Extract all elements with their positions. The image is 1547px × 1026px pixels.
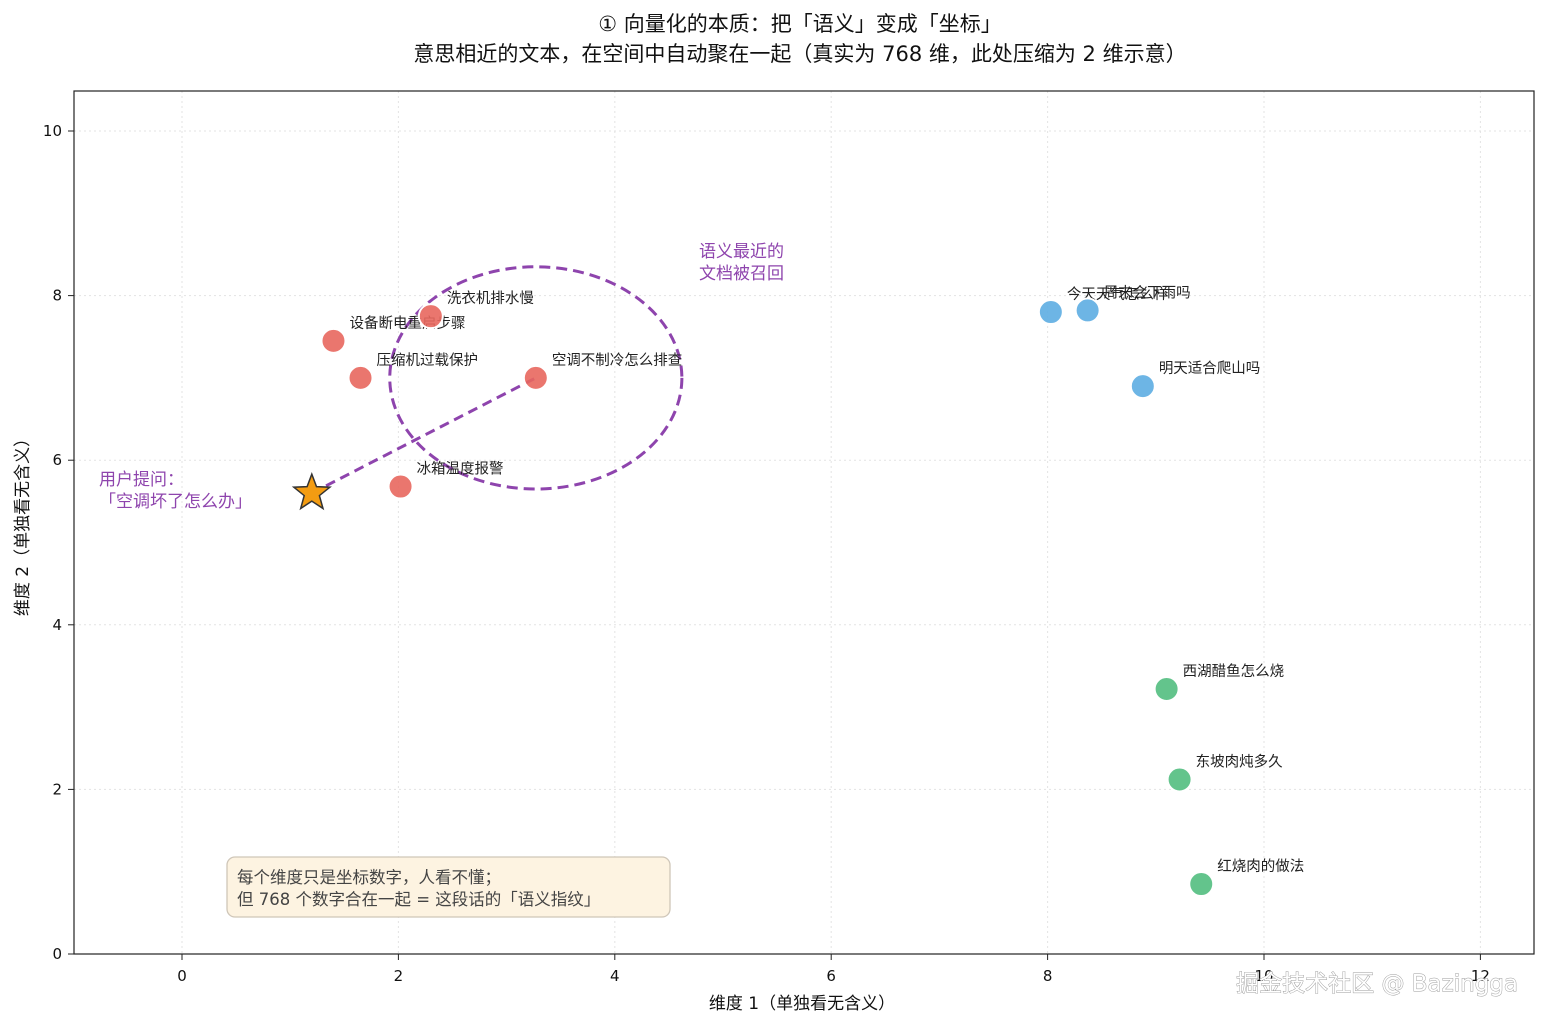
x-tick-label: 10 [1254, 967, 1273, 985]
note-line2: 但 768 个数字合在一起 = 这段话的「语义指纹」 [237, 890, 600, 909]
point-label: 明天适合爬山吗 [1159, 360, 1261, 377]
plot-frame [73, 90, 1535, 955]
x-tick-label: 4 [610, 967, 620, 985]
data-point [1166, 766, 1193, 793]
point-label: 设备断电重启步骤 [349, 315, 465, 332]
note-box [226, 856, 671, 918]
x-tick-label: 2 [394, 967, 404, 985]
y-tick-label: 2 [52, 780, 62, 798]
query-star-icon [291, 471, 332, 511]
point-label: 空调不制冷怎么排查 [552, 352, 683, 369]
point-label: 西湖醋鱼怎么烧 [1183, 662, 1285, 680]
data-point [1074, 297, 1101, 324]
data-point [320, 327, 347, 354]
y-axis-label: 维度 2（单独看无含义） [13, 430, 33, 616]
plot-area [74, 91, 1534, 954]
chart-title: ① 向量化的本质：把「语义」变成「坐标」 [598, 12, 1002, 36]
data-point [347, 364, 374, 391]
data-point [1153, 675, 1180, 702]
y-tick-label: 0 [52, 945, 62, 963]
point-label: 周末会下雨吗 [1104, 284, 1191, 301]
x-axis-label: 维度 1（单独看无含义） [709, 994, 895, 1014]
retrieval-label-line1: 语义最近的 [699, 242, 784, 262]
x-tick-label: 0 [177, 967, 187, 985]
data-point [522, 364, 549, 391]
point-label: 红烧肉的做法 [1217, 858, 1304, 875]
point-label: 东坡肉炖多久 [1196, 754, 1283, 771]
x-tick-label: 12 [1471, 967, 1490, 985]
x-tick-label: 8 [1043, 967, 1053, 985]
query-link-line [311, 376, 537, 495]
y-tick-label: 6 [52, 451, 62, 469]
retrieval-label-line2: 文档被召回 [699, 264, 784, 284]
x-tick-label: 6 [826, 967, 836, 985]
data-point [1188, 871, 1215, 898]
point-label: 压缩机过载保护 [377, 352, 479, 369]
y-tick-label: 10 [43, 122, 62, 140]
note-line1: 每个维度只是坐标数字，人看不懂； [237, 868, 501, 887]
point-label: 洗衣机排水慢 [447, 290, 534, 307]
data-point [1037, 299, 1064, 326]
query-label-line2: 「空调坏了怎么办」 [99, 492, 252, 512]
data-point [387, 473, 414, 500]
axis-ticks: 0 2 4 6 8 10 12 0 2 4 6 8 10 [43, 122, 1490, 985]
grid-lines [74, 91, 1534, 955]
watermark: 掘金技术社区 @ Bazingga [1236, 971, 1518, 997]
data-point [1129, 373, 1156, 400]
data-point [417, 303, 444, 330]
y-tick-label: 8 [52, 287, 62, 305]
query-label-line1: 用户提问： [99, 470, 184, 490]
y-tick-label: 4 [52, 616, 62, 634]
retrieval-circle [388, 265, 684, 491]
chart-subtitle: 意思相近的文本，在空间中自动聚在一起（真实为 768 维，此处压缩为 2 维示意… [413, 42, 1186, 66]
point-label: 冰箱温度报警 [417, 461, 504, 478]
